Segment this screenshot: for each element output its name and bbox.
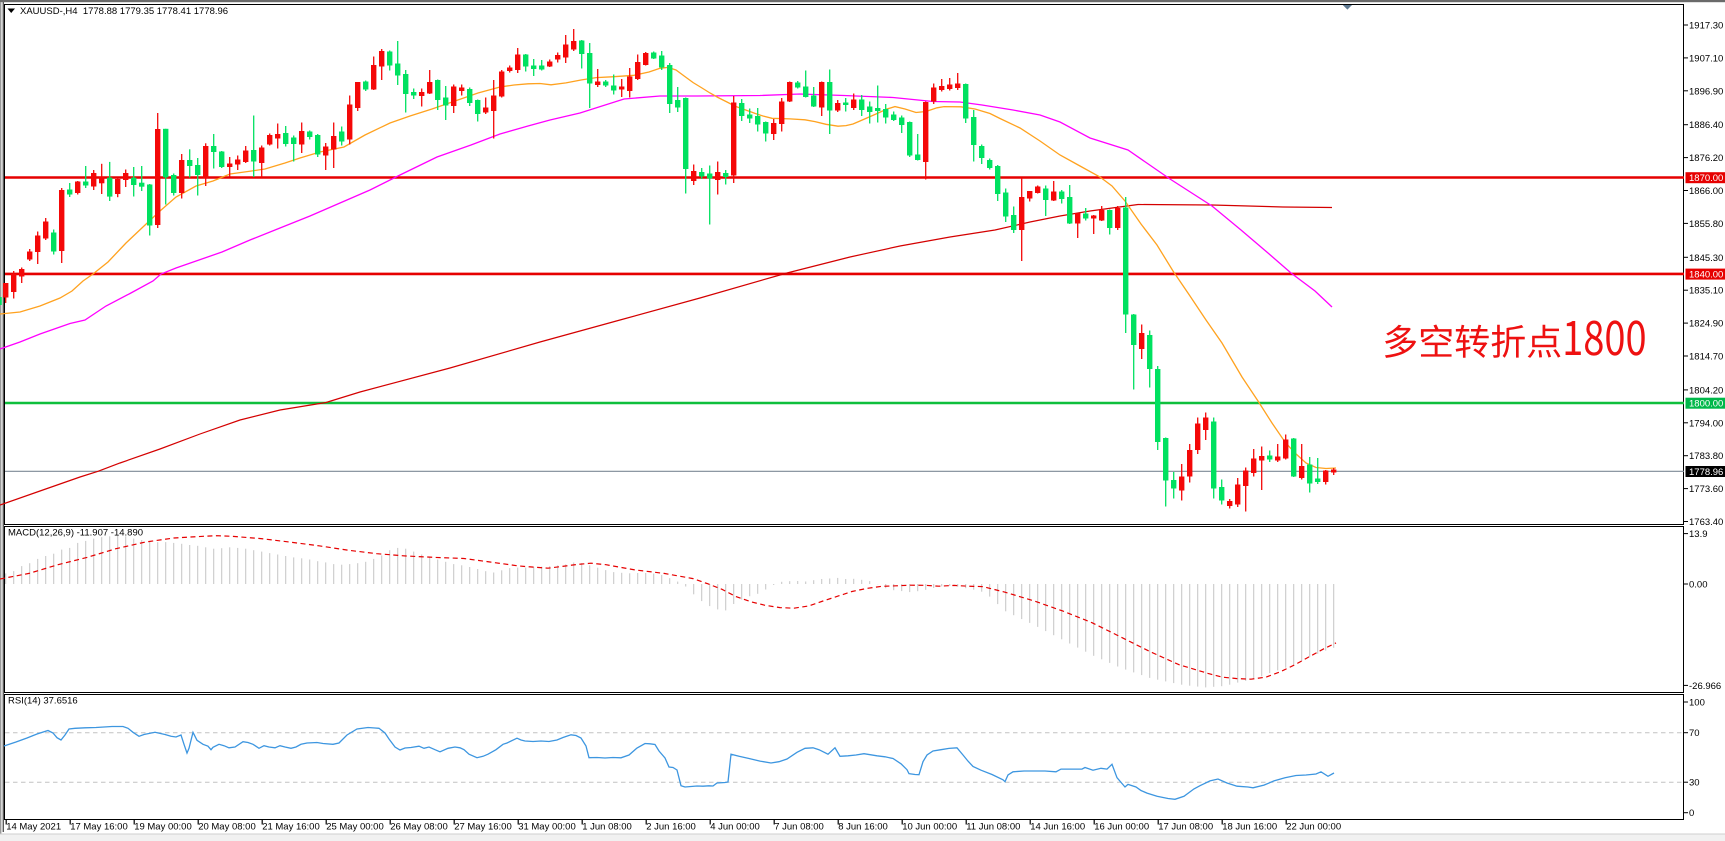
svg-text:MACD(12,26,9) -11.907 -14.890: MACD(12,26,9) -11.907 -14.890 [8,528,143,539]
svg-text:1 Jun 08:00: 1 Jun 08:00 [582,822,632,833]
svg-text:4 Jun 00:00: 4 Jun 00:00 [710,822,760,833]
svg-text:1835.10: 1835.10 [1689,286,1723,297]
svg-text:17 May 16:00: 17 May 16:00 [70,822,128,833]
svg-text:1773.60: 1773.60 [1689,484,1723,495]
svg-text:1783.80: 1783.80 [1689,451,1723,462]
svg-text:1794.00: 1794.00 [1689,418,1723,429]
svg-text:1855.80: 1855.80 [1689,219,1723,230]
svg-text:17 Jun 08:00: 17 Jun 08:00 [1158,822,1213,833]
svg-text:1814.70: 1814.70 [1689,352,1723,363]
svg-text:11 Jun 08:00: 11 Jun 08:00 [966,822,1020,833]
svg-text:31 May 00:00: 31 May 00:00 [518,822,576,833]
svg-text:XAUUSD-,H4 1778.88 1779.35 17: XAUUSD-,H4 1778.88 1779.35 1778.41 1778.… [20,6,228,17]
svg-text:2 Jun 16:00: 2 Jun 16:00 [646,822,696,833]
svg-text:1876.20: 1876.20 [1689,153,1723,164]
svg-text:10 Jun 00:00: 10 Jun 00:00 [902,822,957,833]
svg-text:70: 70 [1689,728,1700,739]
svg-text:25 May 00:00: 25 May 00:00 [326,822,384,833]
svg-text:1804.20: 1804.20 [1689,385,1723,396]
svg-text:1763.40: 1763.40 [1689,517,1723,528]
svg-text:1896.90: 1896.90 [1689,86,1723,97]
svg-text:13.9: 13.9 [1689,529,1708,540]
svg-text:100: 100 [1689,698,1705,709]
svg-text:1845.30: 1845.30 [1689,253,1723,264]
svg-text:1824.90: 1824.90 [1689,319,1723,330]
svg-text:14 May 2021: 14 May 2021 [6,822,61,833]
svg-text:14 Jun 16:00: 14 Jun 16:00 [1030,822,1085,833]
svg-text:RSI(14) 37.6516: RSI(14) 37.6516 [8,696,78,707]
svg-text:-26.966: -26.966 [1689,681,1721,692]
svg-text:19 May 00:00: 19 May 00:00 [134,822,192,833]
svg-text:18 Jun 16:00: 18 Jun 16:00 [1222,822,1277,833]
svg-text:0.00: 0.00 [1689,580,1708,591]
svg-text:1886.40: 1886.40 [1689,120,1723,131]
svg-text:26 May 08:00: 26 May 08:00 [390,822,448,833]
svg-text:1800.00: 1800.00 [1689,399,1723,410]
svg-text:1917.30: 1917.30 [1689,21,1723,32]
svg-text:30: 30 [1689,778,1700,789]
svg-text:0: 0 [1689,808,1694,819]
svg-text:16 Jun 00:00: 16 Jun 00:00 [1094,822,1149,833]
svg-text:8 Jun 16:00: 8 Jun 16:00 [838,822,888,833]
svg-text:21 May 16:00: 21 May 16:00 [262,822,320,833]
svg-text:1866.00: 1866.00 [1689,186,1723,197]
svg-text:1778.96: 1778.96 [1689,467,1723,478]
svg-text:1840.00: 1840.00 [1689,269,1723,280]
svg-text:1907.10: 1907.10 [1689,53,1723,64]
svg-text:7 Jun 08:00: 7 Jun 08:00 [774,822,824,833]
svg-text:1870.00: 1870.00 [1689,173,1723,184]
svg-text:22 Jun 00:00: 22 Jun 00:00 [1286,822,1341,833]
svg-text:27 May 16:00: 27 May 16:00 [454,822,512,833]
svg-text:20 May 08:00: 20 May 08:00 [198,822,256,833]
